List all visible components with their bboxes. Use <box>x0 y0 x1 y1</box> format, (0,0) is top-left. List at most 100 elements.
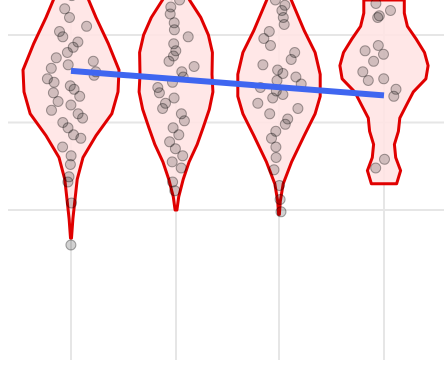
data-point <box>275 206 287 218</box>
data-point <box>48 76 60 88</box>
data-point <box>59 3 71 15</box>
data-point <box>266 132 277 144</box>
data-point <box>385 5 396 16</box>
data-point <box>62 122 74 134</box>
data-point <box>282 113 294 125</box>
data-point <box>81 20 93 32</box>
data-point <box>279 118 291 130</box>
data-point <box>169 185 181 197</box>
data-point <box>268 164 280 176</box>
data-point <box>52 96 64 107</box>
data-point <box>168 92 180 104</box>
data-point <box>87 55 99 67</box>
data-point <box>164 136 176 148</box>
data-point <box>168 38 180 50</box>
data-point <box>68 83 80 95</box>
data-point <box>174 0 186 6</box>
data-point <box>270 125 282 137</box>
data-point <box>276 5 288 16</box>
data-point <box>388 90 400 102</box>
data-point <box>54 26 65 37</box>
data-point <box>62 176 74 188</box>
data-point <box>285 54 297 65</box>
data-point <box>62 59 74 71</box>
data-point <box>273 180 285 191</box>
data-point <box>68 129 79 141</box>
data-point <box>65 150 77 162</box>
data-point <box>264 108 276 120</box>
data-point <box>153 87 165 99</box>
data-point <box>370 0 382 9</box>
trend-line-group <box>70 67 385 99</box>
data-point <box>164 8 176 20</box>
data-point <box>258 33 270 44</box>
data-point <box>163 55 175 67</box>
data-point <box>63 171 75 183</box>
data-point <box>64 12 75 23</box>
data-point <box>167 176 179 188</box>
violin-4 <box>338 0 430 186</box>
data-point <box>46 104 57 116</box>
data-point <box>390 83 402 95</box>
data-point <box>75 132 87 144</box>
data-point <box>378 48 389 60</box>
data-point <box>257 59 269 71</box>
data-point <box>379 153 390 165</box>
data-point <box>168 50 179 62</box>
data-point <box>57 141 69 153</box>
data-point <box>64 80 76 92</box>
data-point <box>166 156 178 168</box>
data-point <box>289 47 301 58</box>
data-point <box>77 112 89 124</box>
data-point <box>277 68 289 79</box>
data-point <box>278 19 290 30</box>
data-point <box>175 162 187 174</box>
data-point <box>292 103 304 114</box>
data-point <box>157 103 169 114</box>
data-point <box>47 87 59 99</box>
data-point <box>362 75 374 86</box>
data-point <box>267 92 279 104</box>
data-point <box>188 61 200 72</box>
trend-line <box>70 67 385 99</box>
data-point <box>177 150 189 162</box>
data-point <box>274 194 286 205</box>
data-point <box>57 117 69 128</box>
data-point <box>165 1 177 13</box>
data-point <box>357 66 369 78</box>
data-point <box>378 73 390 85</box>
data-point <box>279 0 291 11</box>
data-point <box>65 99 77 111</box>
violin-1 <box>21 0 121 240</box>
data-point <box>173 129 185 141</box>
data-point <box>169 143 181 155</box>
data-point <box>277 12 289 23</box>
violin-3 <box>236 0 322 216</box>
data-point <box>72 36 84 48</box>
data-point <box>368 55 380 67</box>
data-point <box>272 64 284 76</box>
data-point <box>66 197 77 209</box>
data-point <box>64 159 76 170</box>
data-point <box>263 26 275 37</box>
data-point <box>359 45 371 57</box>
data-point <box>373 10 385 22</box>
data-point <box>45 62 57 74</box>
data-point <box>41 73 53 85</box>
violin-2 <box>137 0 215 212</box>
data-point <box>72 108 84 120</box>
data-point <box>269 0 281 6</box>
data-point <box>290 71 302 83</box>
data-point <box>175 108 187 120</box>
data-point <box>168 24 180 36</box>
data-point <box>270 152 282 163</box>
data-point <box>68 0 76 2</box>
data-point <box>160 97 171 109</box>
data-point <box>74 90 86 102</box>
data-point <box>152 82 164 93</box>
data-point <box>61 47 73 58</box>
data-point <box>57 31 69 43</box>
data-point <box>67 41 79 53</box>
data-point <box>372 40 384 51</box>
